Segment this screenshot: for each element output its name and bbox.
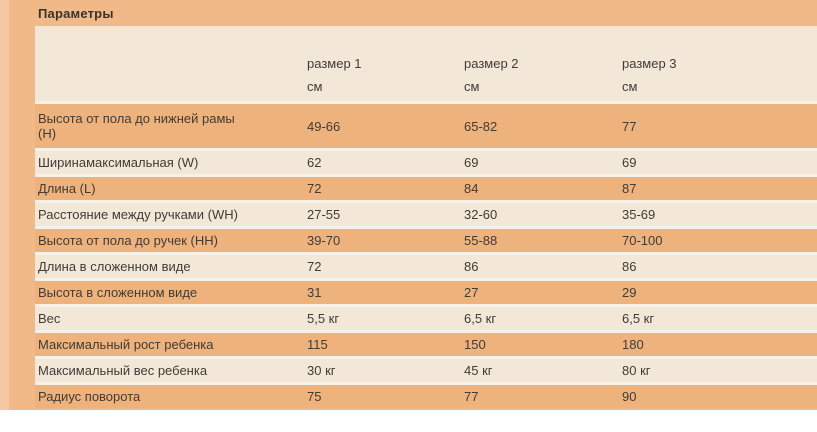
row-label-text: Расстояние между ручками (WH) <box>38 207 238 222</box>
cell-value: 72 <box>307 181 322 196</box>
row-label: Длина в сложенном виде <box>35 255 307 278</box>
cell-value: 180 <box>622 337 644 352</box>
cell-value: 30 кг <box>307 363 336 378</box>
cell-value: 29 <box>622 285 637 300</box>
row-label-text: Длина в сложенном виде <box>38 259 191 274</box>
table-row: Высота от пола до нижней рамы (H) 49-66 65… <box>35 101 817 148</box>
cell-value: 77 <box>622 118 637 134</box>
row-label-text: Ширинамаксимальная (W) <box>38 155 199 170</box>
row-label: Высота от пола до нижней рамы (H) <box>35 104 307 148</box>
column-header-size1: размер 1 см <box>307 26 464 101</box>
row-label: Максимальный вес ребенка <box>35 359 307 382</box>
cell-value: 62 <box>307 155 322 170</box>
row-label-text: Высота от пола до нижней рамы (H) <box>38 111 235 141</box>
cell-value: 39-70 <box>307 233 341 248</box>
cell-value: 65-82 <box>464 118 498 134</box>
row-label: Расстояние между ручками (WH) <box>35 203 307 226</box>
table-row: Ширинамаксимальная (W) 62 69 69 <box>35 148 817 174</box>
cell-value: 31 <box>307 285 322 300</box>
column-name: размер 3 <box>622 56 677 71</box>
row-label-text: Максимальный рост ребенка <box>38 337 214 352</box>
cell-value: 86 <box>464 259 479 274</box>
table-rows: Высота от пола до нижней рамы (H) 49-66 65… <box>35 101 817 408</box>
page-title: Параметры <box>38 6 114 21</box>
column-unit: см <box>307 79 323 94</box>
row-label-text: Вес <box>38 311 61 326</box>
cell-value: 27 <box>464 285 479 300</box>
row-label: Вес <box>35 307 307 330</box>
row-label-text: Максимальный вес ребенка <box>38 363 208 378</box>
cell-value: 70-100 <box>622 233 663 248</box>
column-name: размер 1 <box>307 56 362 71</box>
row-label: Высота в сложенном виде <box>35 281 307 304</box>
table-row: Радиус поворота 75 77 90 <box>35 382 817 408</box>
cell-value: 32-60 <box>464 207 498 222</box>
cell-value: 6,5 кг <box>464 311 497 326</box>
cell-value: 77 <box>464 389 479 404</box>
row-label-text: Высота в сложенном виде <box>38 285 198 300</box>
cell-value: 55-88 <box>464 233 498 248</box>
table-row: Максимальный вес ребенка 30 кг 45 кг 80 кг <box>35 356 817 382</box>
table-row: Длина в сложенном виде 72 86 86 <box>35 252 817 278</box>
column-header-size3: размер 3 см <box>622 26 817 101</box>
cell-value: 87 <box>622 181 637 196</box>
table-row: Высота от пола до ручек (HH) 39-70 55-88 70… <box>35 226 817 252</box>
table-row: Расстояние между ручками (WH) 27-55 32-60 3… <box>35 200 817 226</box>
row-label: Ширинамаксимальная (W) <box>35 151 307 174</box>
cell-value: 27-55 <box>307 207 341 222</box>
column-name: размер 2 <box>464 56 519 71</box>
row-label: Максимальный рост ребенка <box>35 333 307 356</box>
table-row: Длина (L) 72 84 87 <box>35 174 817 200</box>
cell-value: 35-69 <box>622 207 656 222</box>
cell-value: 49-66 <box>307 118 341 134</box>
spec-table: размер 1 см размер 2 см размер 3 см Высо… <box>35 26 817 408</box>
column-unit: см <box>464 79 480 94</box>
header-empty-cell <box>35 26 307 101</box>
cell-value: 5,5 кг <box>307 311 340 326</box>
cell-value: 75 <box>307 389 322 404</box>
orange-panel: Параметры размер 1 см размер 2 см размер… <box>0 0 817 410</box>
cell-value: 80 кг <box>622 363 651 378</box>
cell-value: 69 <box>622 155 637 170</box>
cell-value: 84 <box>464 181 479 196</box>
cell-value: 90 <box>622 389 637 404</box>
row-label-text: Высота от пола до ручек (HH) <box>38 233 218 248</box>
cell-value: 86 <box>622 259 637 274</box>
bottom-white-area <box>0 410 817 432</box>
cell-value: 69 <box>464 155 479 170</box>
table-row: Высота в сложенном виде 31 27 29 <box>35 278 817 304</box>
column-unit: см <box>622 79 638 94</box>
cell-value: 45 кг <box>464 363 493 378</box>
table-header: размер 1 см размер 2 см размер 3 см <box>35 26 817 101</box>
row-label: Высота от пола до ручек (HH) <box>35 229 307 252</box>
column-header-size2: размер 2 см <box>464 26 622 101</box>
cell-value: 6,5 кг <box>622 311 655 326</box>
row-label: Длина (L) <box>35 177 307 200</box>
row-label-text: Радиус поворота <box>38 389 141 404</box>
cell-value: 150 <box>464 337 486 352</box>
cell-value: 115 <box>307 337 328 352</box>
table-row: Максимальный рост ребенка 115 150 180 <box>35 330 817 356</box>
row-label: Радиус поворота <box>35 385 307 408</box>
row-label-text: Длина (L) <box>38 181 96 196</box>
left-margin-strip <box>0 0 9 410</box>
cell-value: 72 <box>307 259 322 274</box>
table-row: Вес 5,5 кг 6,5 кг 6,5 кг <box>35 304 817 330</box>
